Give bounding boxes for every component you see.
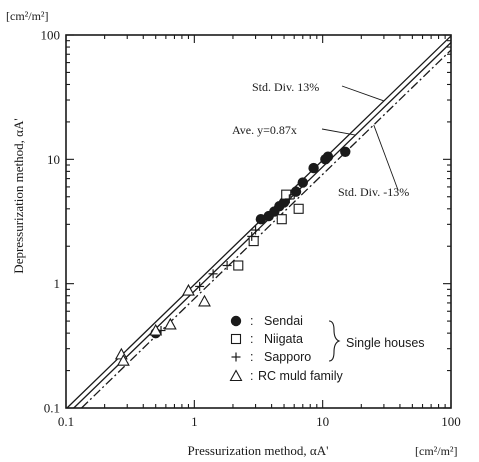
data-point-sendai (290, 186, 302, 197)
data-point-sapporo (247, 231, 257, 241)
data-point-sapporo (231, 352, 241, 362)
y-unit-label: [cm²/m²] (6, 9, 49, 23)
legend-label: Sapporo (264, 350, 311, 364)
legend-colon: : (250, 350, 253, 364)
data-point-sapporo (289, 190, 299, 200)
data-points (114, 146, 351, 366)
x-axis-title: Pressurization method, αA' (188, 443, 329, 458)
data-point-sapporo (251, 225, 261, 235)
fit-line (81, 49, 452, 409)
y-tick-label: 100 (41, 28, 61, 43)
legend-colon: : (250, 314, 253, 328)
line-annotations: Std. Div. 13% Ave. y=0.87x Std. Div. -13% (232, 80, 409, 199)
legend-brace (328, 320, 341, 362)
data-point-sapporo (208, 269, 218, 279)
data-point-sapporo (284, 194, 294, 204)
data-point-sendai (297, 177, 308, 188)
data-point-sendai (322, 151, 334, 162)
legend-colon: : (250, 332, 253, 346)
x-tick-label: 1 (191, 414, 198, 429)
data-point-niigata (276, 214, 287, 225)
data-point-rc (114, 347, 128, 360)
axis-ticks: 0.1 1 10 100 0.1 1 10 100 (41, 28, 461, 430)
data-point-sendai (308, 162, 319, 174)
y-tick-label: 1 (54, 276, 61, 291)
leader-line (321, 128, 356, 136)
data-point-rc (229, 369, 243, 382)
legend-label: Sendai (264, 314, 303, 328)
data-point-sendai (278, 197, 290, 208)
data-point-sendai (340, 146, 351, 157)
data-point-sapporo (222, 260, 232, 270)
fit-line (73, 42, 452, 409)
data-point-niigata (230, 333, 242, 345)
legend: : Sendai: Niigata: Sapporo: RC muld family Si… (229, 314, 425, 383)
label-std-div-plus: Std. Div. 13% (252, 80, 319, 94)
data-point-rc (149, 323, 163, 336)
legend-label: RC muld family (258, 369, 343, 383)
x-unit-label: [cm²/m²] (415, 444, 458, 458)
data-point-niigata (248, 236, 259, 247)
legend-group-label: Single houses (346, 336, 425, 350)
y-tick-label: 0.1 (44, 401, 60, 416)
leader-line (373, 124, 399, 191)
legend-label: Niigata (264, 332, 303, 346)
data-point-rc (182, 283, 195, 296)
data-point-rc (163, 317, 177, 330)
label-average: Ave. y=0.87x (232, 123, 297, 137)
data-point-rc (116, 354, 130, 366)
x-tick-label: 100 (441, 414, 461, 429)
y-axis-title: Depressurization method, αA' (11, 118, 26, 273)
leader-line (341, 85, 385, 102)
data-point-rc (198, 294, 211, 307)
data-point-sapporo (195, 281, 205, 291)
data-point-niigata (233, 260, 244, 271)
legend-colon: : (250, 369, 253, 383)
data-point-niigata (293, 203, 304, 214)
plot-border (65, 34, 452, 409)
x-tick-label: 0.1 (58, 414, 74, 429)
label-std-div-minus: Std. Div. -13% (338, 185, 409, 199)
y-tick-label: 10 (47, 152, 60, 167)
data-point-sendai (255, 213, 267, 225)
data-point-sendai (230, 315, 242, 327)
x-tick-label: 10 (316, 414, 329, 429)
plot-frame (65, 34, 452, 409)
